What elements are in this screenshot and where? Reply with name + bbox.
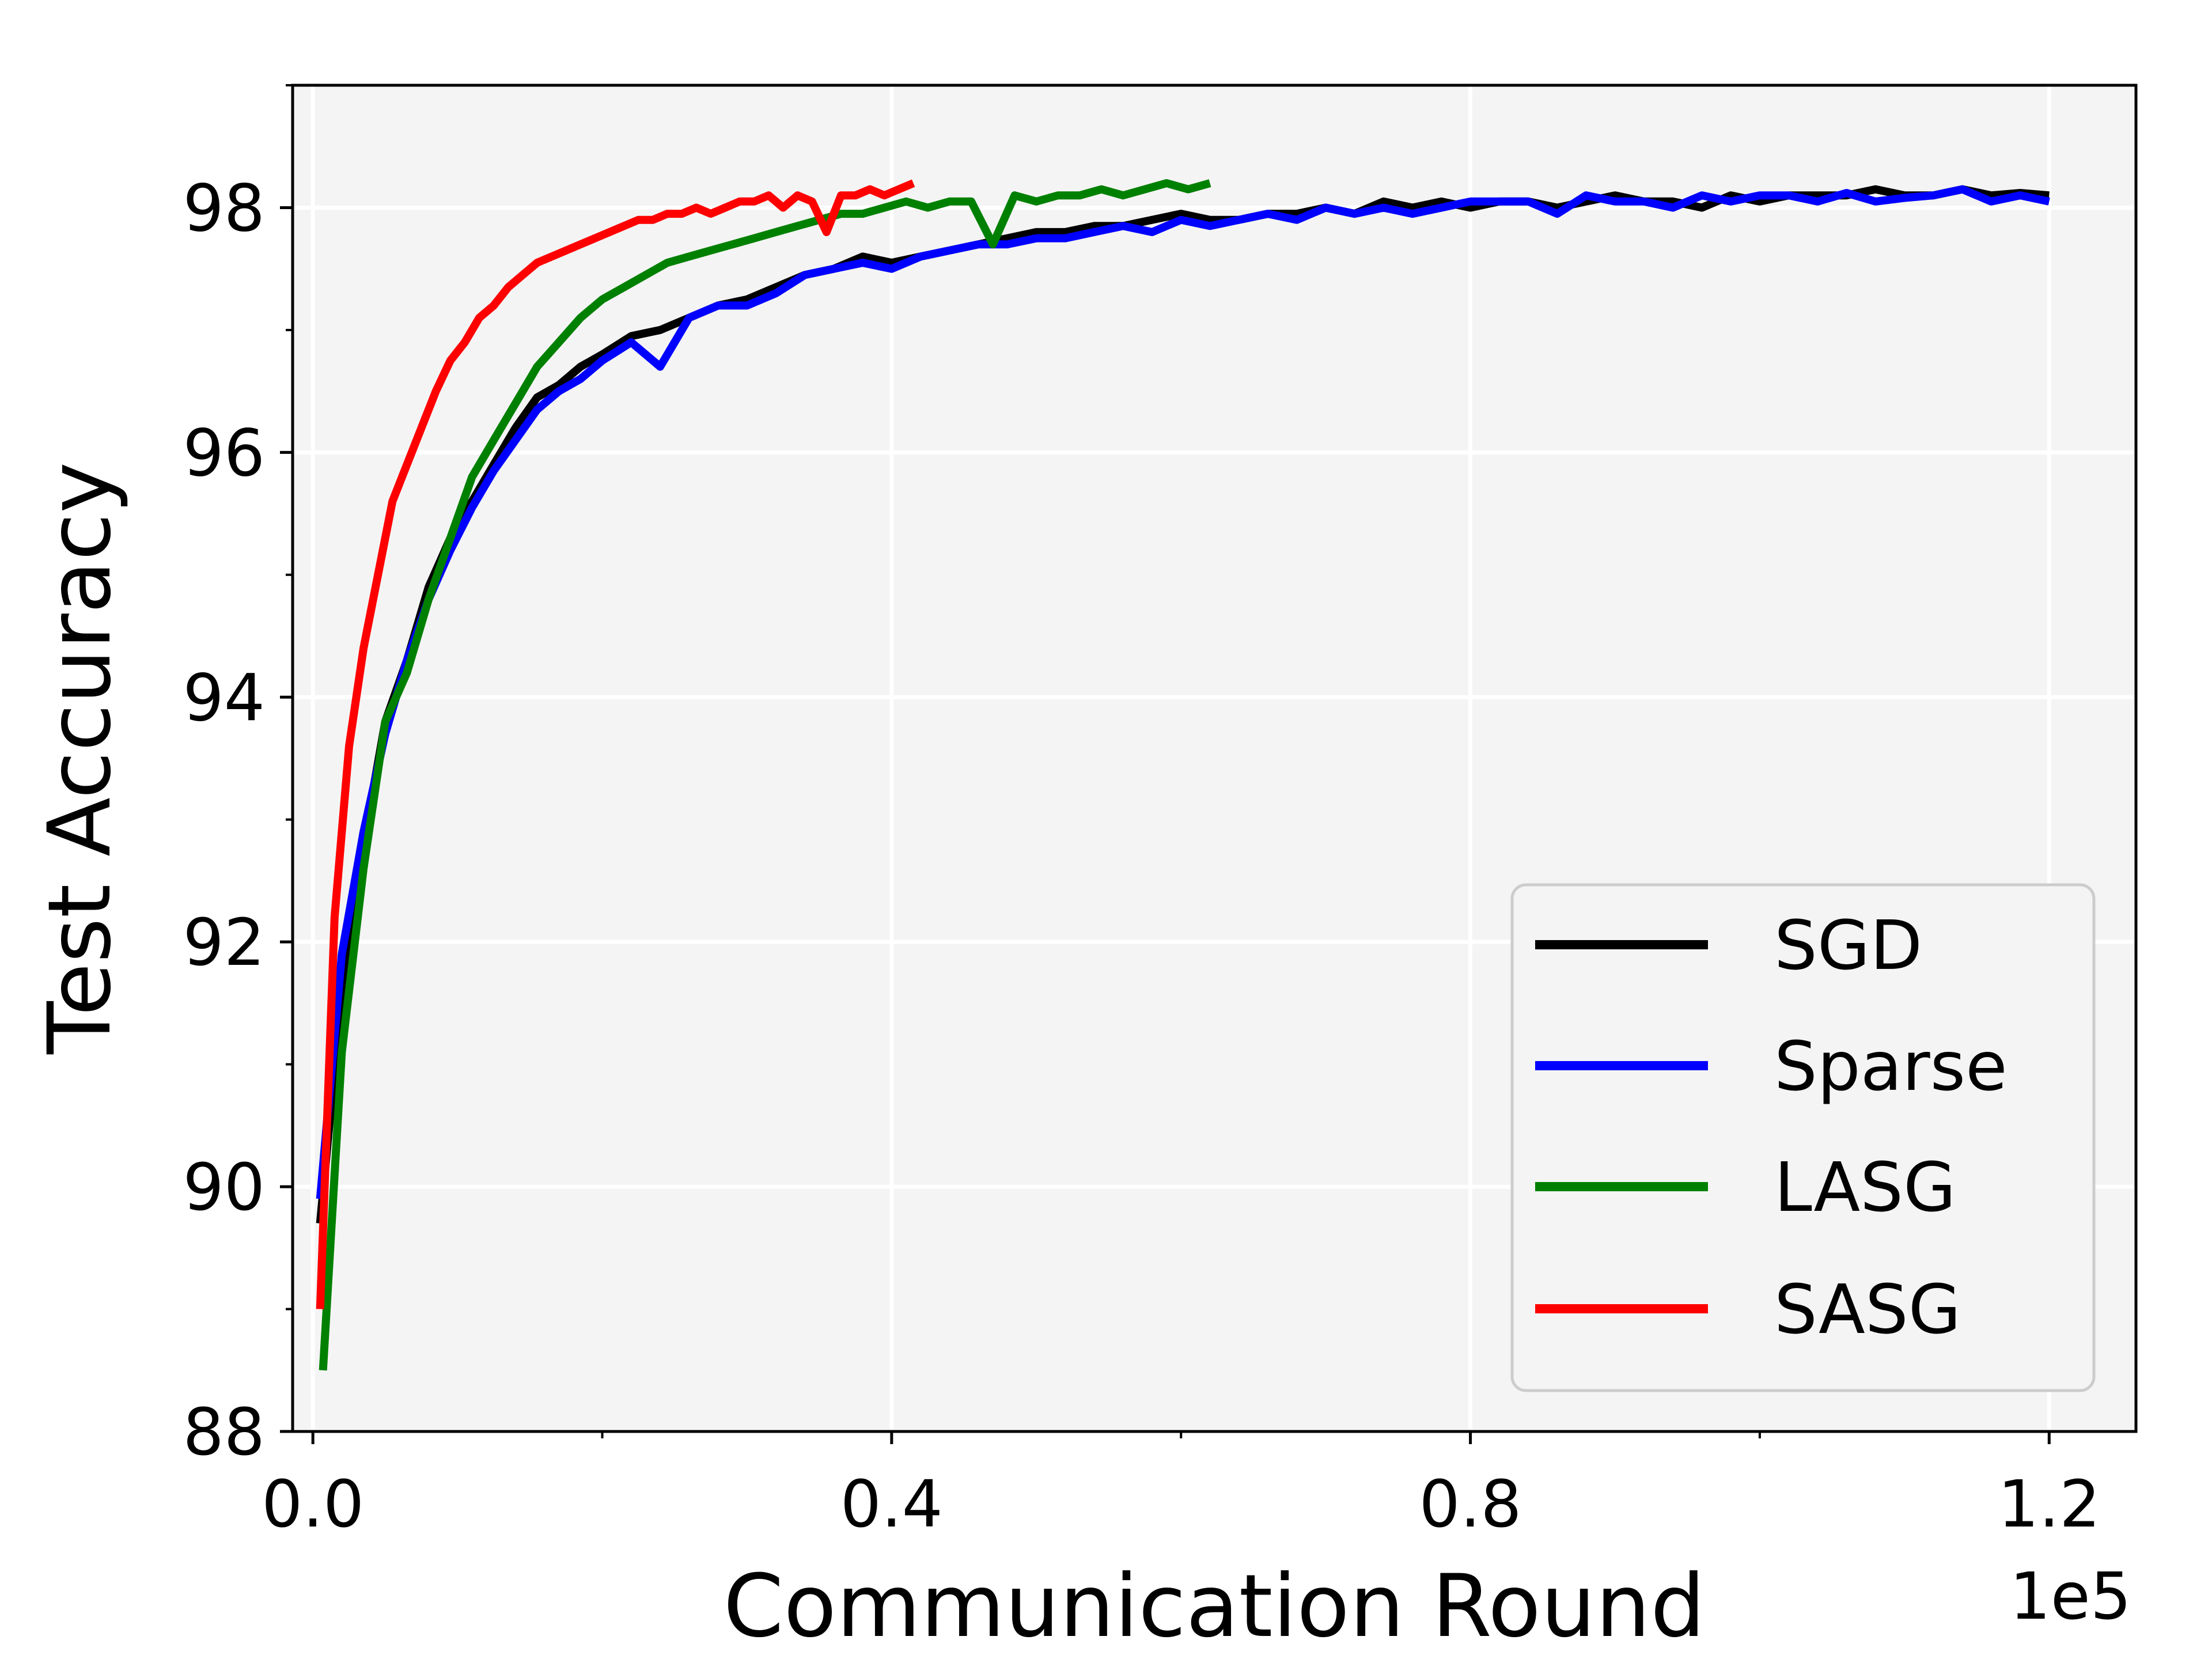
x-tick-label: 0.0 bbox=[262, 1467, 364, 1542]
plot-frame bbox=[291, 84, 2138, 1433]
legend-label: Sparse bbox=[1774, 1027, 2008, 1106]
series-line-lasg bbox=[319, 179, 1211, 1371]
y-tick-label: 90 bbox=[183, 1150, 265, 1225]
y-tick-label: 88 bbox=[183, 1395, 265, 1470]
legend-item-lasg: LASG bbox=[1535, 1147, 1956, 1227]
legend: SGD Sparse LASG SASG bbox=[1510, 883, 2096, 1392]
legend-item-sasg: SASG bbox=[1535, 1270, 1961, 1349]
x-tick-label: 0.8 bbox=[1419, 1467, 1522, 1542]
y-tick-label: 94 bbox=[183, 661, 265, 736]
axes: 0.0 0.4 0.8 1.2 88 90 92 94 96 98 bbox=[183, 84, 2100, 1542]
legend-frame bbox=[1510, 883, 2096, 1392]
x-axis-offset-label: 1e5 bbox=[2010, 1559, 2131, 1634]
y-tick-label: 96 bbox=[183, 416, 265, 491]
series-line-sparse bbox=[316, 185, 2050, 1199]
legend-label: SGD bbox=[1774, 906, 1922, 985]
x-tick-label: 1.2 bbox=[1998, 1467, 2100, 1542]
legend-item-sparse: Sparse bbox=[1535, 1027, 2008, 1106]
legend-item-sgd: SGD bbox=[1535, 906, 1922, 985]
y-axis-label: Test Accuracy bbox=[30, 462, 130, 1055]
series-layer bbox=[316, 179, 2050, 1371]
y-tick-label: 92 bbox=[183, 906, 265, 980]
y-tick-label: 98 bbox=[183, 171, 265, 246]
legend-label: LASG bbox=[1774, 1147, 1956, 1227]
series-line-sasg bbox=[316, 179, 915, 1309]
x-axis-label: Communication Round bbox=[724, 1556, 1706, 1657]
x-tick-label: 0.4 bbox=[840, 1467, 943, 1542]
legend-label: SASG bbox=[1774, 1270, 1961, 1349]
